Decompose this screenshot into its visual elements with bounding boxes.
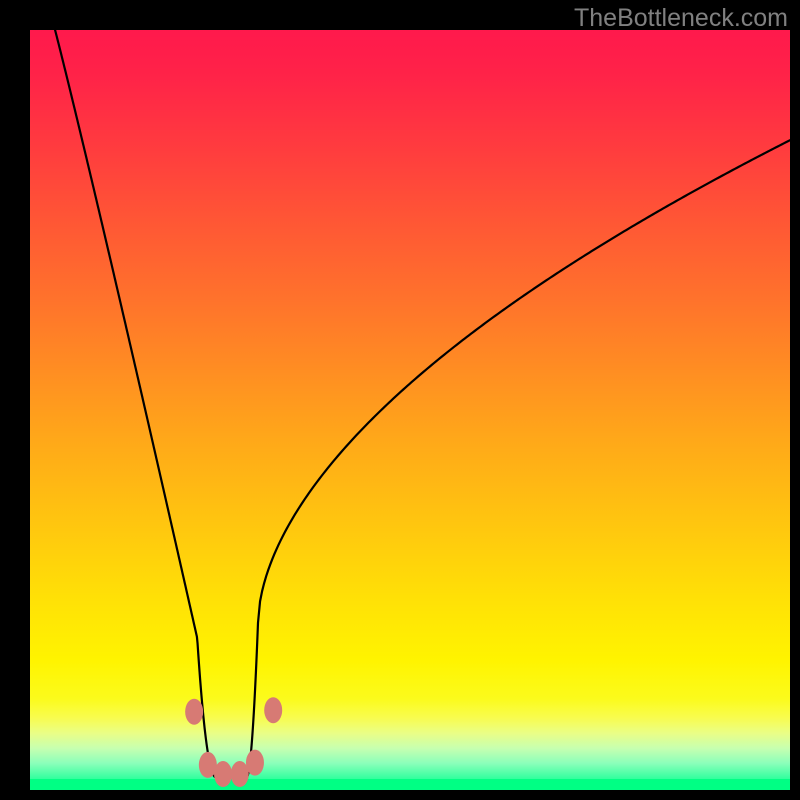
bottleneck-curve xyxy=(49,7,790,777)
chart-stage: TheBottleneck.com xyxy=(0,0,800,800)
curve-marker xyxy=(264,697,282,723)
curve-markers xyxy=(185,697,282,787)
curve-marker xyxy=(214,761,232,787)
curve-marker xyxy=(185,699,203,725)
watermark-text: TheBottleneck.com xyxy=(574,4,788,33)
curve-layer xyxy=(0,0,800,800)
curve-marker xyxy=(246,750,264,776)
curve-marker xyxy=(231,761,249,787)
